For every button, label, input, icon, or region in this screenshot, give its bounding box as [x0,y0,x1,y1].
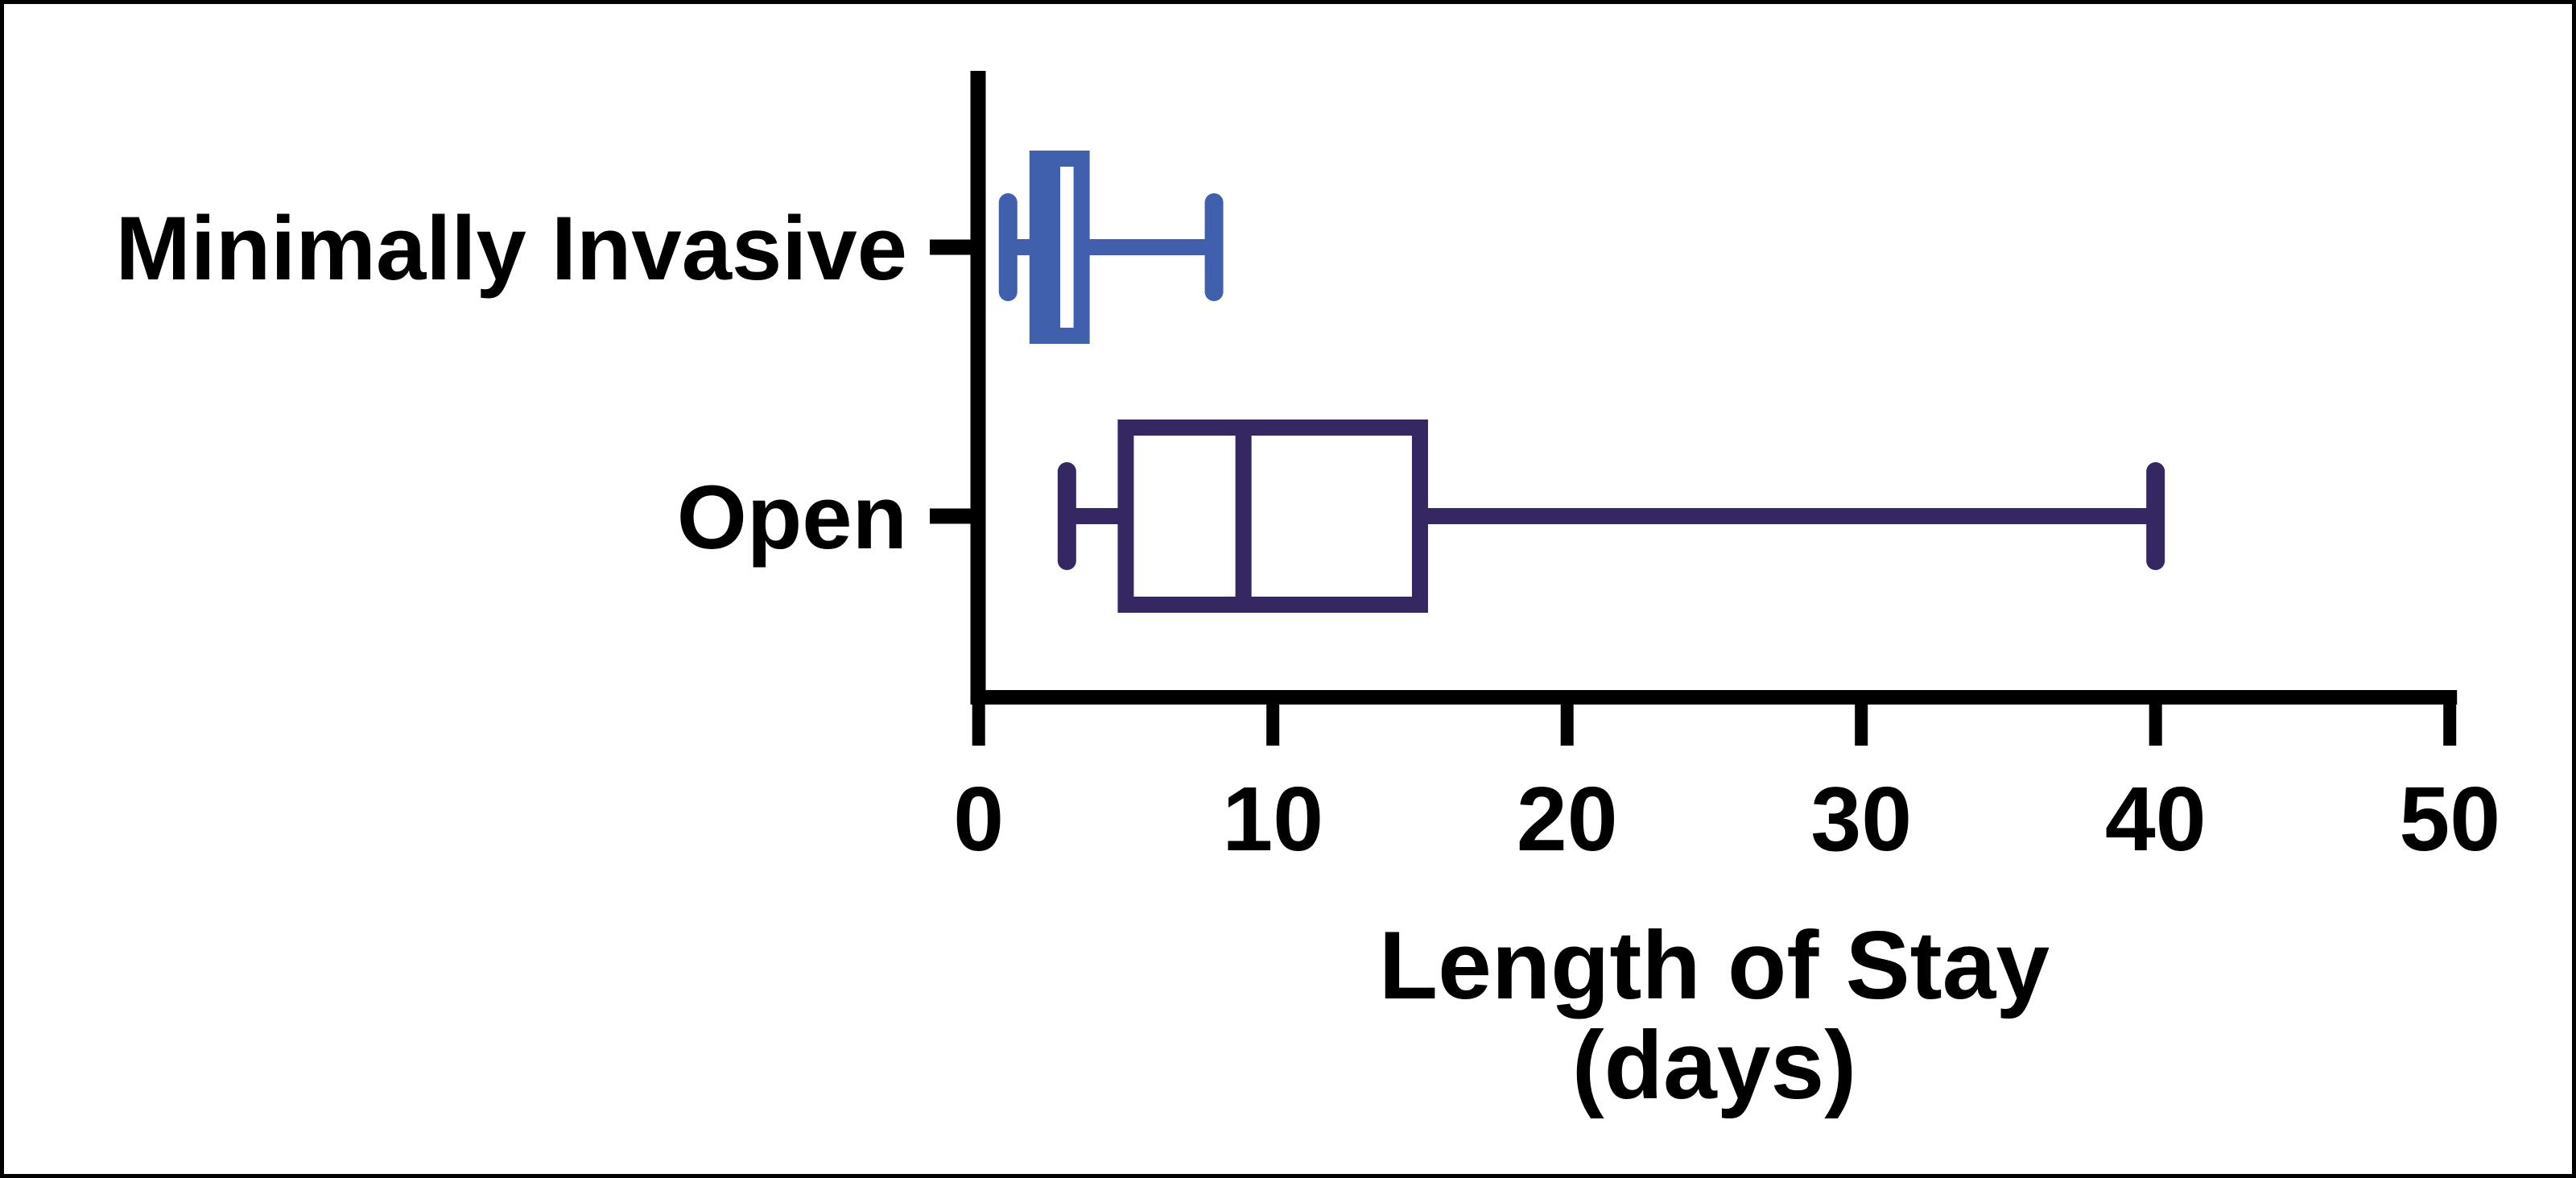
x-tick-label: 50 [2399,768,2500,870]
x-tick-label: 0 [953,768,1004,870]
x-tick-label: 20 [1517,768,1618,870]
x-axis-title-line1: Length of Stay [1379,911,2050,1019]
x-axis-tick [1560,697,1574,746]
category-tick [930,508,972,524]
whisker-cap-min [1057,462,1076,570]
y-axis-spine [970,71,986,705]
category-tick [930,239,972,255]
x-axis-tick [1266,697,1280,746]
x-axis-line [970,690,2458,705]
whisker-cap-min [998,193,1018,301]
box-iqr [1117,420,1428,613]
whisker-cap-max [1204,193,1224,301]
x-axis-title-line2: (days) [1572,1011,1856,1119]
whisker-cap-max [2146,462,2165,570]
x-tick-label: 40 [2105,768,2207,870]
x-axis-tick [972,697,985,746]
category-label: Minimally Invasive [115,198,907,299]
x-axis-tick [2443,697,2457,746]
x-tick-label: 30 [1810,768,1912,870]
category-label: Open [677,467,907,568]
x-axis-tick [2149,697,2162,746]
x-tick-label: 10 [1222,768,1323,870]
x-axis-tick [1855,697,1868,746]
